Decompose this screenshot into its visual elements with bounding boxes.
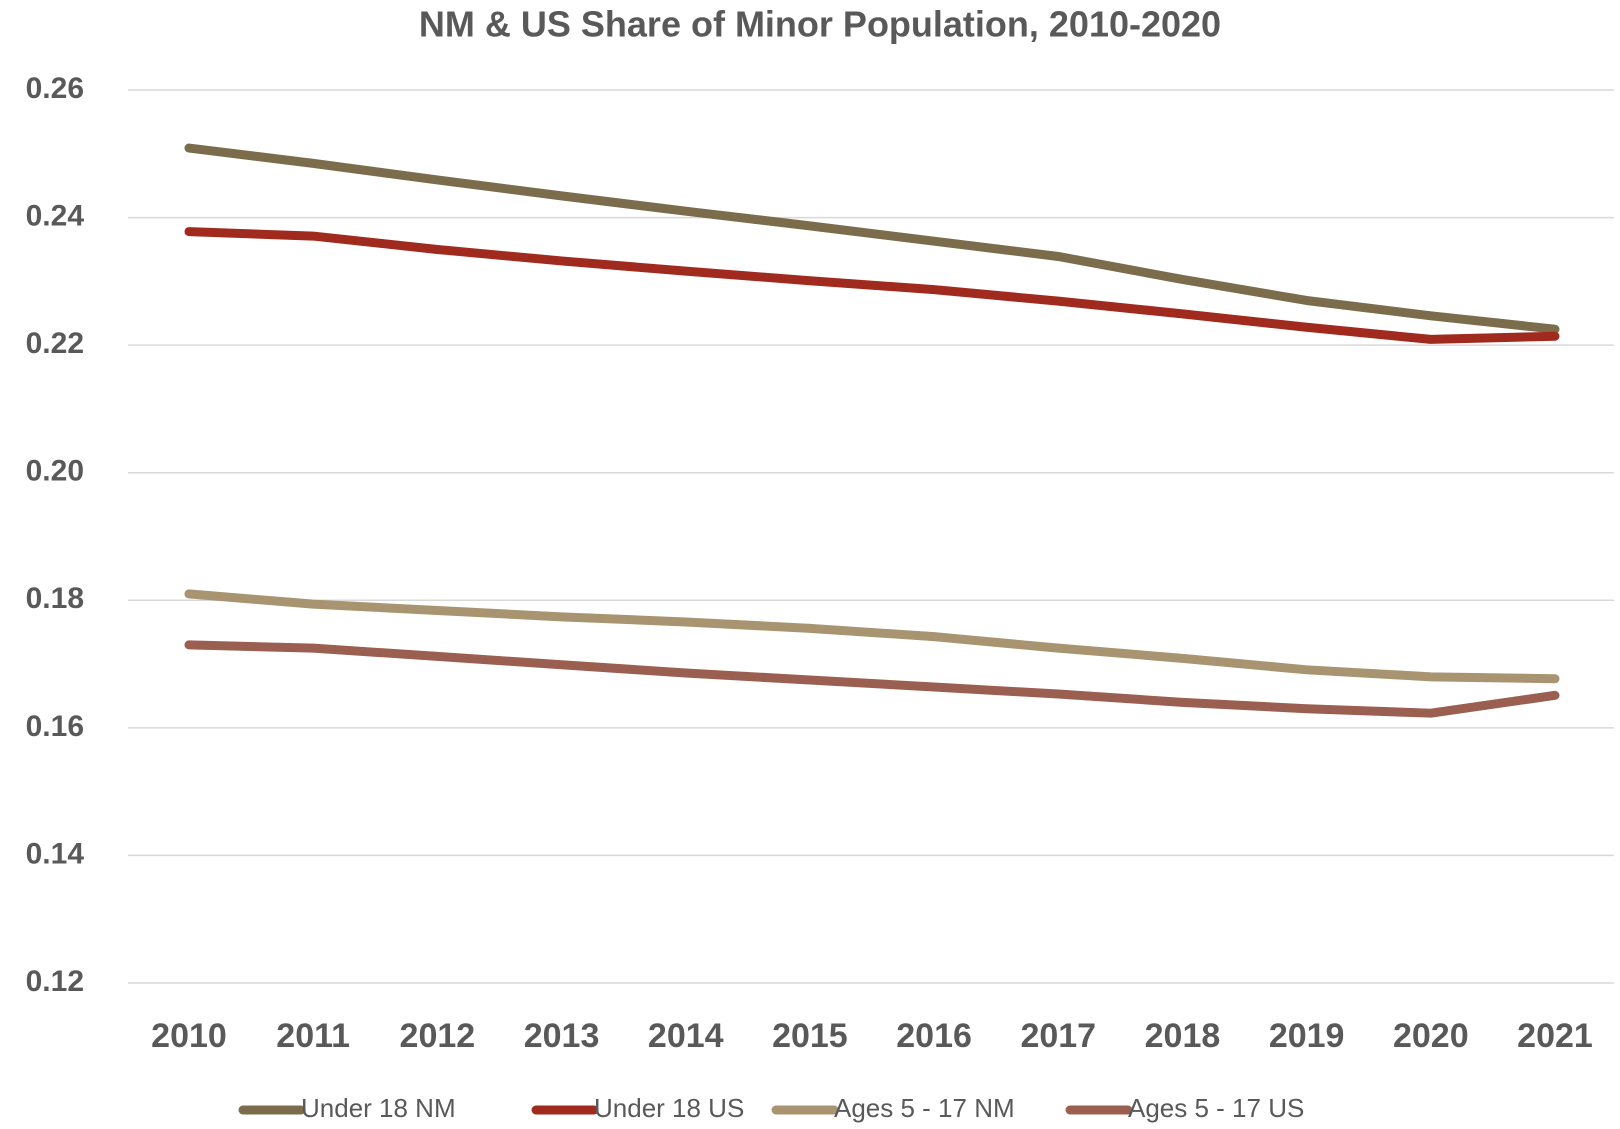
y-tick-label: 0.24 <box>26 199 85 232</box>
x-tick-label: 2012 <box>400 1017 476 1055</box>
legend-label: Ages 5 - 17 NM <box>834 1093 1015 1123</box>
x-tick-label: 2013 <box>524 1017 600 1055</box>
x-tick-label: 2018 <box>1145 1017 1221 1055</box>
x-tick-label: 2011 <box>276 1017 350 1055</box>
x-tick-label: 2015 <box>772 1017 848 1055</box>
x-tick-label: 2016 <box>896 1017 972 1055</box>
line-series <box>184 227 1560 344</box>
y-tick-label: 0.20 <box>26 455 84 488</box>
y-tick-label: 0.26 <box>26 72 84 105</box>
line-series <box>184 589 1560 684</box>
legend-label: Under 18 US <box>594 1093 744 1123</box>
y-tick-label: 0.16 <box>26 710 84 743</box>
legend-label: Ages 5 - 17 US <box>1128 1093 1304 1123</box>
line-series <box>184 640 1560 718</box>
line-series <box>184 143 1560 334</box>
x-tick-label: 2019 <box>1269 1017 1345 1055</box>
chart-title: NM & US Share of Minor Population, 2010-… <box>419 4 1221 45</box>
y-tick-label: 0.14 <box>26 837 85 870</box>
x-tick-label: 2021 <box>1517 1017 1593 1055</box>
x-tick-label: 2014 <box>648 1017 724 1055</box>
x-tick-label: 2017 <box>1020 1017 1096 1055</box>
y-tick-label: 0.12 <box>26 965 84 998</box>
y-tick-label: 0.22 <box>26 327 84 360</box>
y-tick-label: 0.18 <box>26 582 84 615</box>
x-tick-label: 2020 <box>1393 1017 1469 1055</box>
x-tick-label: 2010 <box>151 1017 227 1055</box>
legend-label: Under 18 NM <box>301 1093 456 1123</box>
